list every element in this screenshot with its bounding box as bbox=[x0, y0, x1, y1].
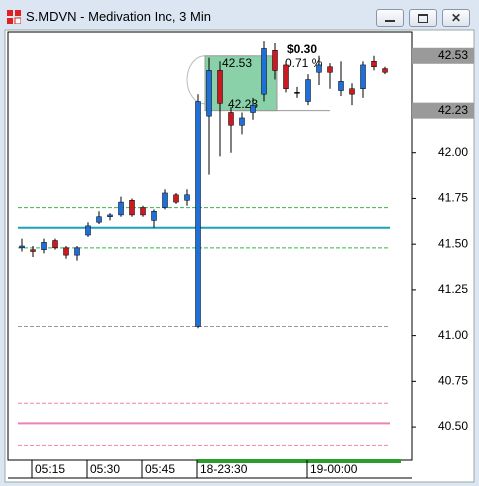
candle-body bbox=[327, 66, 333, 73]
candle-body bbox=[217, 70, 223, 104]
y-tick-label: 41.00 bbox=[438, 328, 468, 342]
candle-body bbox=[41, 242, 47, 250]
candle-body bbox=[184, 194, 190, 201]
session-bar bbox=[197, 459, 401, 463]
price-tag bbox=[412, 102, 474, 119]
candle-body bbox=[272, 50, 278, 71]
candle-body bbox=[316, 64, 322, 73]
measure-change: $0.30 bbox=[287, 42, 317, 56]
candle-body bbox=[63, 247, 69, 256]
candle-body bbox=[294, 92, 300, 94]
y-tick-label: 41.25 bbox=[438, 282, 468, 296]
candle-body bbox=[239, 117, 245, 126]
candle-body bbox=[261, 48, 267, 95]
candle-body bbox=[173, 194, 179, 203]
y-tick-label: 40.75 bbox=[438, 374, 468, 388]
candle-body bbox=[107, 214, 113, 217]
candle-body bbox=[162, 192, 168, 208]
price-tag-label: 42.23 bbox=[438, 103, 468, 117]
candle-body bbox=[118, 201, 124, 216]
measure-high: 42.53 bbox=[222, 56, 252, 70]
minimize-button[interactable] bbox=[376, 9, 404, 27]
x-tick-label: 05:15 bbox=[35, 462, 65, 476]
y-tick-label: 40.50 bbox=[438, 419, 468, 433]
candle-body bbox=[96, 216, 102, 223]
x-tick-label: 05:45 bbox=[145, 462, 175, 476]
candle-body bbox=[74, 247, 80, 256]
y-tick-label: 41.50 bbox=[438, 236, 468, 250]
candle-body bbox=[19, 245, 25, 249]
y-tick-label: 42.00 bbox=[438, 145, 468, 159]
x-tick-label: 05:30 bbox=[90, 462, 120, 476]
candle-body bbox=[52, 240, 58, 249]
candle-body bbox=[382, 68, 388, 73]
candle-body bbox=[338, 81, 344, 91]
candle-body bbox=[250, 104, 256, 113]
app-icon bbox=[7, 10, 21, 24]
close-button[interactable]: ✕ bbox=[442, 9, 470, 27]
candle-body bbox=[283, 64, 289, 89]
candle-body bbox=[206, 70, 212, 117]
measure-percent: 0.71 % bbox=[285, 56, 323, 70]
candle-body bbox=[195, 101, 201, 327]
candle-body bbox=[140, 207, 146, 216]
candle-body bbox=[228, 112, 234, 126]
price-tag bbox=[412, 47, 474, 64]
candle-body bbox=[349, 88, 355, 95]
candle-body bbox=[85, 225, 91, 236]
y-tick-label: 41.75 bbox=[438, 191, 468, 205]
candle-body bbox=[371, 61, 377, 68]
price-tag-label: 42.53 bbox=[438, 48, 468, 62]
maximize-button[interactable] bbox=[409, 9, 437, 27]
window-title: S.MDVN - Medivation Inc, 3 Min bbox=[26, 9, 211, 24]
candle-body bbox=[30, 249, 36, 252]
candle-body bbox=[360, 64, 366, 89]
candle-body bbox=[151, 210, 157, 221]
x-tick-label: 18-23:30 bbox=[200, 462, 248, 476]
candle-body bbox=[129, 200, 135, 216]
candle-body bbox=[305, 79, 311, 102]
x-tick-label: 19-00:00 bbox=[310, 462, 358, 476]
